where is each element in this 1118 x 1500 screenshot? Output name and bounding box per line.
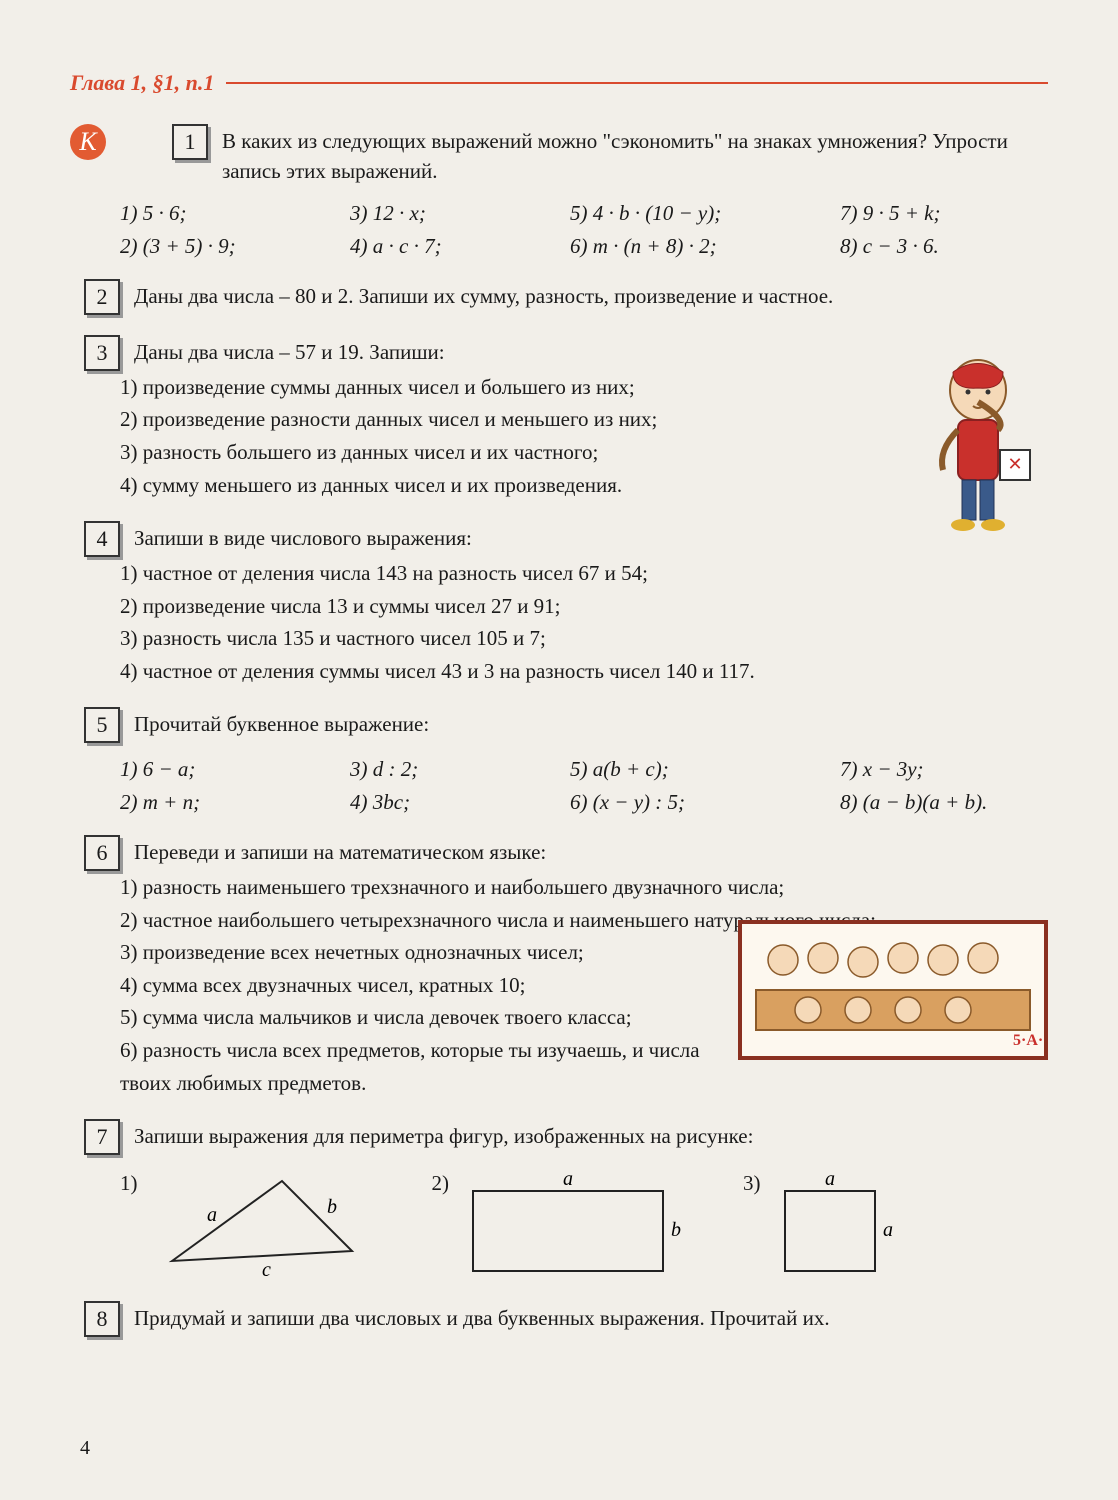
side-b: b (327, 1196, 337, 1218)
chapter-header: Глава 1, §1, п.1 (70, 70, 1048, 96)
expr: 1) 5 · 6; (120, 201, 340, 226)
expr: 2) (3 + 5) · 9; (120, 234, 340, 259)
header-rule (226, 82, 1048, 84)
exercise-1: К 1 В каких из следующих выражений можно… (70, 124, 1048, 259)
expr: 6) m · (n + 8) · 2; (570, 234, 830, 259)
exercise-intro: Переведи и запиши на математическом язык… (134, 837, 546, 867)
illustration-boy-icon: ✕ (908, 350, 1048, 550)
subitem: 4) частное от деления суммы чисел 43 и 3… (120, 655, 888, 688)
expr: 7) x − 3y; (840, 757, 1060, 782)
exercise-number: 4 (84, 521, 120, 557)
exercise-number: 1 (172, 124, 208, 160)
header-text: Глава 1, §1, п.1 (70, 70, 214, 96)
expr: 3) d : 2; (350, 757, 560, 782)
exercise-number: 6 (84, 835, 120, 871)
exercise-intro: Запиши выражения для периметра фигур, из… (134, 1121, 753, 1151)
side-a: a (207, 1204, 217, 1226)
exercise-7: 7 Запиши выражения для периметра фигур, … (70, 1119, 1048, 1281)
exercise-text: В каких из следующих выражений можно "сэ… (222, 126, 1048, 187)
expr: 7) 9 · 5 + k; (840, 201, 1060, 226)
subitem: 2) произведение числа 13 и суммы чисел 2… (120, 590, 888, 623)
page-number: 4 (80, 1437, 90, 1460)
figure-triangle: a b c (152, 1171, 372, 1281)
expr: 8) (a − b)(a + b). (840, 790, 1060, 815)
expr: 4) 3bc; (350, 790, 560, 815)
subitem: 2) произведение разности данных чисел и … (120, 403, 888, 436)
side-b: b (671, 1219, 681, 1241)
side-a: a (563, 1171, 573, 1190)
side-a-side: a (883, 1219, 893, 1241)
figure-label: 1) (120, 1171, 138, 1196)
exercise-text: Даны два числа – 80 и 2. Запиши их сумму… (134, 281, 833, 311)
subitem: 4) сумму меньшего из данных чисел и их п… (120, 469, 888, 502)
expr: 5) 4 · b · (10 − y); (570, 201, 830, 226)
subitem: 3) разность большего из данных чисел и и… (120, 436, 888, 469)
exercise-intro: Даны два числа – 57 и 19. Запиши: (134, 337, 445, 367)
figure-label: 3) (743, 1171, 761, 1196)
expr: 5) a(b + c); (570, 757, 830, 782)
figure-square: a a (775, 1171, 905, 1281)
subitem: 3) разность числа 135 и частного чисел 1… (120, 622, 888, 655)
svg-text:5·A·: 5·A· (1013, 1032, 1043, 1049)
expr: 4) a · c · 7; (350, 234, 560, 259)
expr: 1) 6 − a; (120, 757, 340, 782)
expression-grid: 1) 5 · 6; 3) 12 · x; 5) 4 · b · (10 − y)… (120, 201, 1048, 259)
exercise-text: Придумай и запиши два числовых и два бук… (134, 1303, 830, 1333)
expression-grid: 1) 6 − a; 3) d : 2; 5) a(b + c); 7) x − … (120, 757, 1048, 815)
side-c: c (262, 1259, 271, 1281)
subitem: 1) частное от деления числа 143 на разно… (120, 557, 888, 590)
k-badge-icon: К (70, 124, 106, 160)
side-a-top: a (825, 1171, 835, 1190)
exercise-number: 5 (84, 707, 120, 743)
exercise-3: 3 Даны два числа – 57 и 19. Запиши: 1) п… (70, 335, 1048, 501)
exercise-5: 5 Прочитай буквенное выражение: 1) 6 − a… (70, 707, 1048, 815)
figure-rectangle: a b (463, 1171, 683, 1281)
exercise-number: 7 (84, 1119, 120, 1155)
subitem: 1) произведение суммы данных чисел и бол… (120, 371, 888, 404)
expr: 6) (x − y) : 5; (570, 790, 830, 815)
svg-text:✕: ✕ (1007, 454, 1022, 474)
exercise-4: 4 Запиши в виде числового выражения: 1) … (70, 521, 1048, 687)
illustration-class-icon: 5·A· (738, 920, 1048, 1060)
expr: 2) m + n; (120, 790, 340, 815)
exercise-intro: Прочитай буквенное выражение: (134, 709, 429, 739)
exercise-number: 2 (84, 279, 120, 315)
exercise-2: 2 Даны два числа – 80 и 2. Запиши их сум… (70, 279, 1048, 315)
exercise-intro: Запиши в виде числового выражения: (134, 523, 472, 553)
exercise-number: 3 (84, 335, 120, 371)
expr: 3) 12 · x; (350, 201, 560, 226)
exercise-8: 8 Придумай и запиши два числовых и два б… (70, 1301, 1048, 1337)
expr: 8) c − 3 · 6. (840, 234, 1060, 259)
figures-row: 1) a b c 2) a b 3) (120, 1171, 1048, 1281)
subitem: 1) разность наименьшего трехзначного и н… (120, 871, 1048, 904)
figure-label: 2) (432, 1171, 450, 1196)
exercise-number: 8 (84, 1301, 120, 1337)
